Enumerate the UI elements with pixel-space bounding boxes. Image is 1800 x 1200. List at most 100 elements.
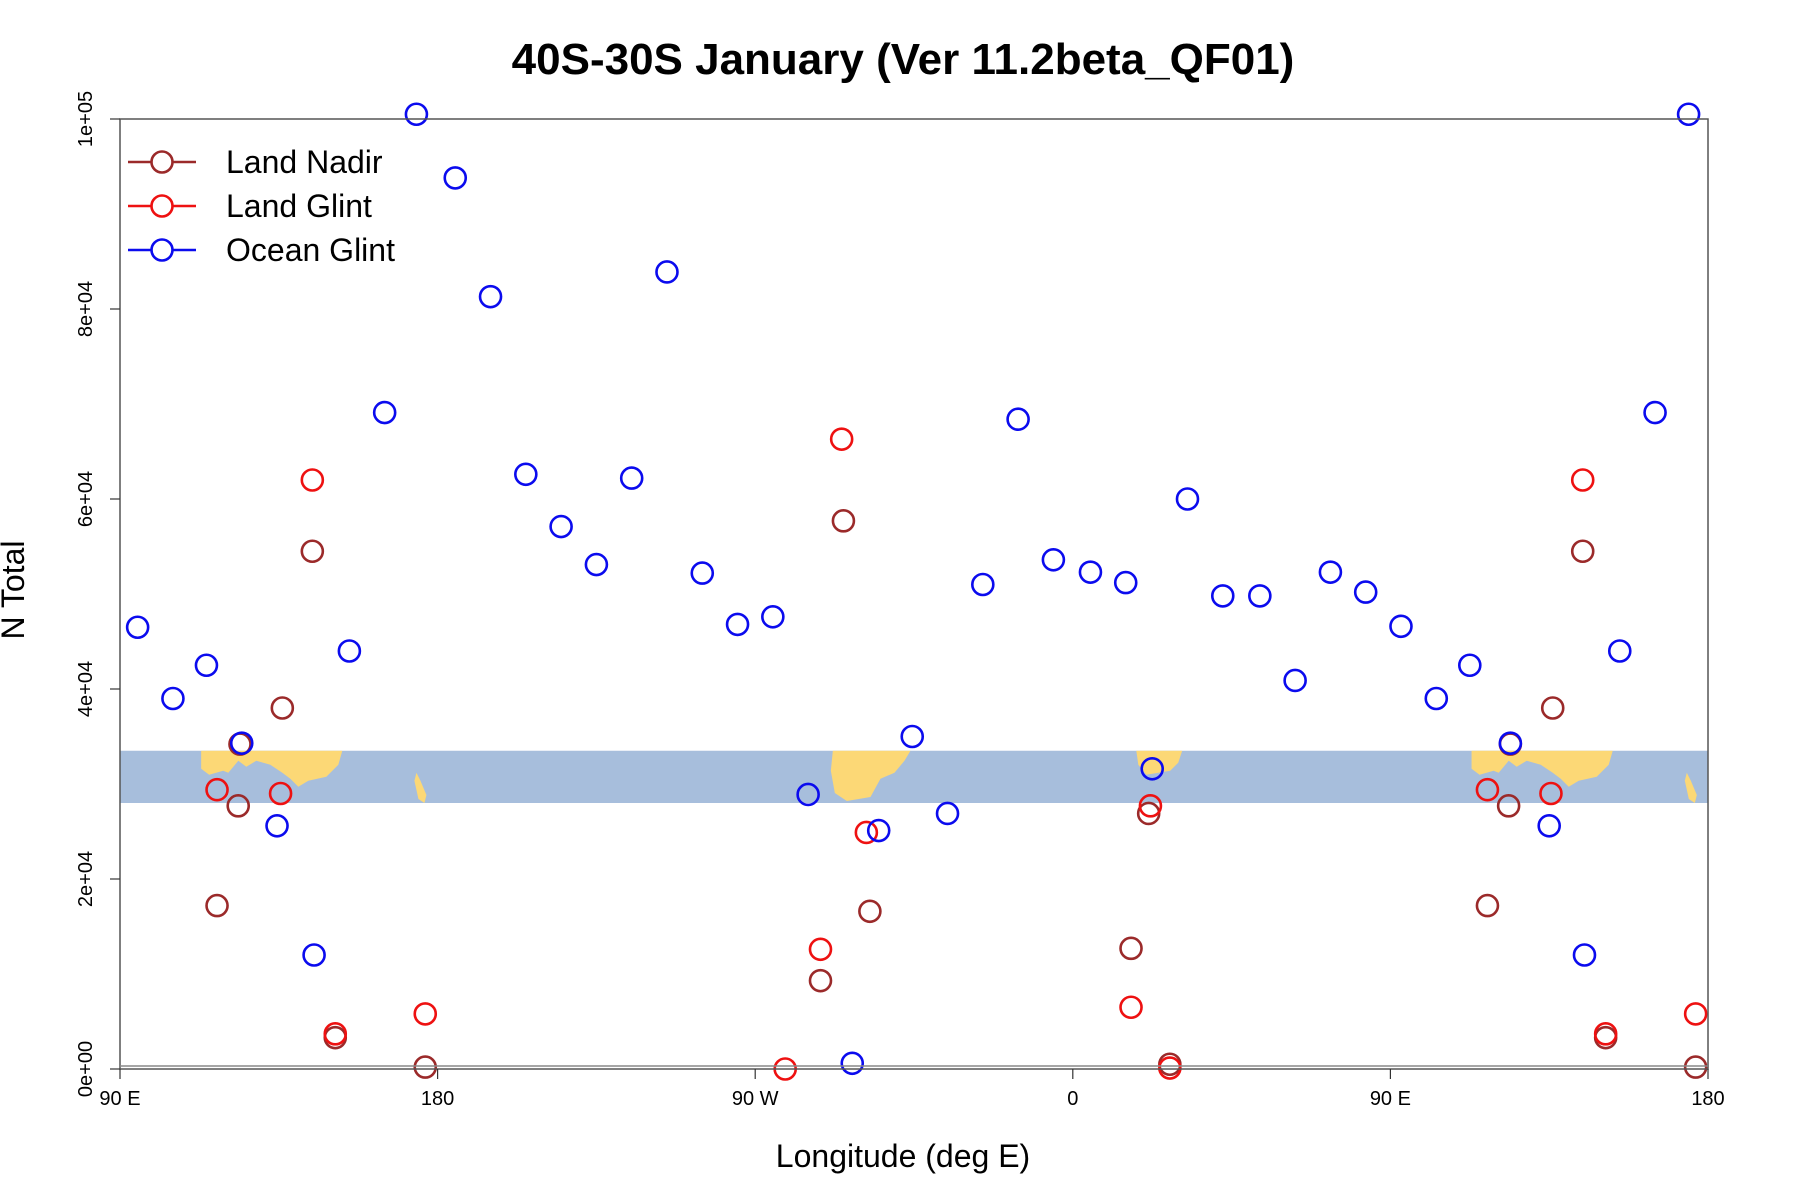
point-ocean-glint bbox=[1078, 560, 1103, 584]
point-ocean-glint bbox=[337, 639, 362, 663]
point-land-nadir bbox=[1570, 539, 1595, 564]
point-land-nadir bbox=[1540, 696, 1565, 720]
point-ocean-glint bbox=[1676, 102, 1701, 127]
point-ocean-glint bbox=[229, 731, 254, 755]
point-ocean-glint bbox=[372, 400, 397, 425]
point-ocean-glint bbox=[971, 572, 995, 597]
y-tick-label: 6e+04 bbox=[75, 471, 97, 527]
point-ocean-glint bbox=[161, 686, 185, 711]
point-ocean-glint bbox=[443, 166, 468, 190]
point-land-glint bbox=[1158, 1056, 1182, 1080]
point-land-glint bbox=[1119, 995, 1143, 1020]
point-land-glint bbox=[300, 468, 325, 492]
point-land-glint bbox=[413, 1002, 438, 1026]
point-ocean-glint bbox=[584, 552, 609, 577]
point-ocean-glint bbox=[1643, 400, 1667, 425]
point-land-nadir bbox=[808, 968, 833, 993]
point-land-nadir bbox=[1496, 794, 1521, 818]
y-tick-label: 2e+04 bbox=[75, 851, 97, 907]
point-ocean-glint bbox=[1353, 580, 1378, 604]
point-ocean-glint bbox=[1424, 686, 1449, 711]
series-ocean-glint bbox=[125, 102, 1701, 1076]
y-axis-label: N Total bbox=[0, 540, 31, 639]
point-ocean-glint bbox=[404, 102, 429, 127]
points-layer bbox=[125, 102, 1708, 1081]
point-land-glint bbox=[268, 781, 293, 806]
point-ocean-glint bbox=[761, 604, 785, 629]
point-land-nadir bbox=[270, 696, 295, 720]
point-ocean-glint bbox=[619, 466, 644, 490]
point-ocean-glint bbox=[302, 943, 326, 967]
point-land-glint bbox=[1539, 781, 1563, 806]
point-land-glint bbox=[1683, 1002, 1708, 1026]
point-ocean-glint bbox=[1318, 560, 1343, 584]
map-strip bbox=[120, 750, 1708, 803]
point-ocean-glint bbox=[1498, 731, 1523, 755]
legend-item-ocean-glint: Ocean Glint bbox=[128, 232, 395, 268]
point-land-glint bbox=[1138, 794, 1163, 818]
legend-label: Ocean Glint bbox=[226, 232, 395, 268]
point-land-glint bbox=[854, 820, 879, 845]
point-ocean-glint bbox=[1283, 668, 1307, 693]
point-ocean-glint bbox=[194, 653, 219, 678]
point-ocean-glint bbox=[125, 615, 150, 640]
point-ocean-glint bbox=[1041, 547, 1066, 572]
australia-shape bbox=[201, 750, 343, 787]
point-ocean-glint bbox=[725, 612, 750, 637]
point-land-glint bbox=[323, 1022, 348, 1046]
x-tick-label: 90 E bbox=[99, 1088, 140, 1110]
point-ocean-glint bbox=[1113, 570, 1138, 595]
point-ocean-glint bbox=[478, 284, 503, 309]
point-land-nadir bbox=[1475, 893, 1500, 918]
point-land-glint bbox=[1570, 468, 1595, 492]
point-land-nadir bbox=[300, 539, 325, 564]
y-tick-label: 4e+04 bbox=[75, 661, 97, 717]
point-ocean-glint bbox=[796, 782, 820, 807]
point-land-nadir bbox=[226, 794, 251, 818]
point-ocean-glint bbox=[840, 1051, 865, 1076]
y-tick-label: 0e+00 bbox=[75, 1041, 97, 1097]
x-tick-label: 0 bbox=[1067, 1088, 1078, 1110]
y-tick-label: 1e+05 bbox=[75, 91, 97, 147]
x-tick-label: 90 E bbox=[1370, 1088, 1411, 1110]
point-ocean-glint bbox=[1210, 584, 1235, 608]
legend-marker bbox=[150, 150, 174, 174]
x-axis: 90 E 180 90 W 0 90 E 180 bbox=[99, 1069, 1725, 1110]
legend: Land Nadir Land Glint Ocean Glint bbox=[128, 144, 395, 268]
australia-shape bbox=[1471, 750, 1613, 787]
ocean-band bbox=[120, 750, 1708, 803]
point-ocean-glint bbox=[866, 818, 891, 843]
point-land-nadir bbox=[205, 893, 229, 918]
point-land-glint bbox=[1593, 1022, 1618, 1046]
point-ocean-glint bbox=[1537, 813, 1561, 838]
point-ocean-glint bbox=[1389, 614, 1413, 639]
point-land-nadir bbox=[858, 899, 882, 924]
legend-marker bbox=[150, 238, 174, 262]
point-land-nadir bbox=[413, 1055, 438, 1079]
x-axis-label: Longitude (deg E) bbox=[776, 1138, 1030, 1174]
new-zealand-shape bbox=[1684, 772, 1697, 803]
chart-title: 40S-30S January (Ver 11.2beta_QF01) bbox=[512, 35, 1295, 84]
point-ocean-glint bbox=[900, 724, 925, 749]
point-ocean-glint bbox=[514, 462, 538, 487]
point-ocean-glint bbox=[1572, 943, 1597, 967]
x-tick-label: 180 bbox=[421, 1088, 454, 1110]
legend-label: Land Nadir bbox=[226, 144, 383, 180]
south-america-shape bbox=[830, 750, 911, 801]
point-land-nadir bbox=[831, 509, 856, 533]
point-ocean-glint bbox=[655, 260, 679, 284]
new-zealand-shape bbox=[414, 772, 427, 803]
point-land-glint bbox=[205, 777, 229, 802]
point-land-nadir bbox=[1119, 936, 1143, 961]
x-tick-label: 180 bbox=[1691, 1088, 1724, 1110]
point-ocean-glint bbox=[1248, 584, 1272, 608]
y-axis: 0e+00 2e+04 4e+04 6e+04 8e+04 1e+05 bbox=[75, 91, 120, 1097]
point-land-glint bbox=[1475, 777, 1500, 802]
point-land-glint bbox=[829, 427, 854, 451]
point-ocean-glint bbox=[1006, 407, 1030, 432]
legend-marker bbox=[150, 194, 174, 218]
point-ocean-glint bbox=[690, 561, 715, 585]
point-land-nadir bbox=[1683, 1055, 1708, 1079]
point-ocean-glint bbox=[549, 514, 573, 539]
point-ocean-glint bbox=[1458, 653, 1482, 678]
